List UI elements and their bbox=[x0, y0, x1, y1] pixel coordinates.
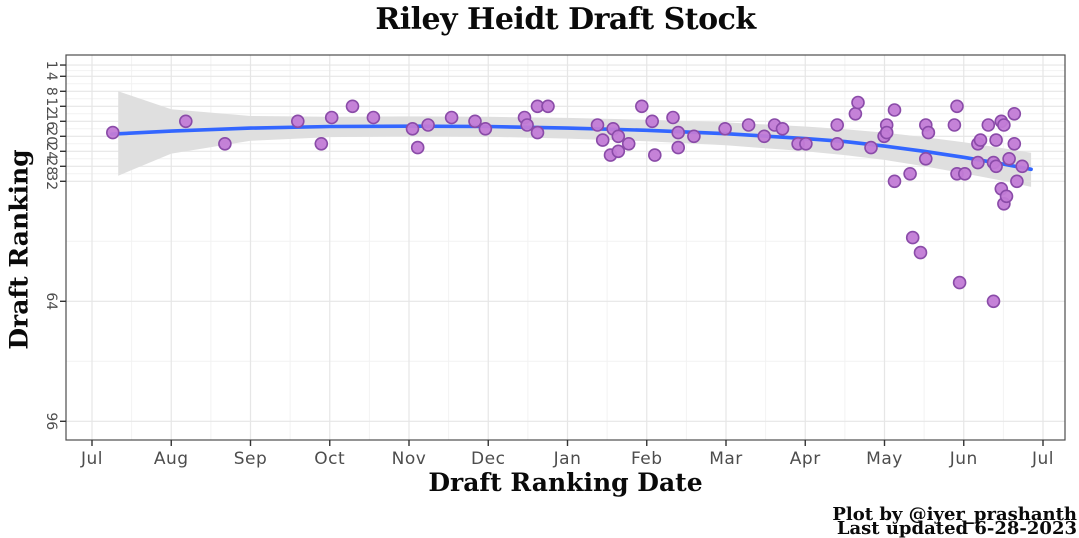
y-tick-label: 64 bbox=[43, 292, 59, 310]
y-tick-label: 16 bbox=[43, 112, 59, 130]
data-point bbox=[1010, 174, 1024, 189]
caption-line-1: Plot by @iyer_prashanth bbox=[832, 504, 1077, 525]
data-point bbox=[997, 118, 1011, 132]
data-point bbox=[957, 167, 972, 181]
x-tick-label: Mar bbox=[709, 449, 743, 469]
data-point bbox=[595, 133, 610, 147]
data-point bbox=[950, 99, 964, 114]
data-point bbox=[973, 133, 988, 147]
data-point bbox=[478, 122, 493, 136]
x-tick-label: Jul bbox=[80, 449, 103, 469]
data-point bbox=[952, 275, 967, 290]
x-tick-label: Jun bbox=[949, 449, 978, 469]
y-tick-label: 32 bbox=[43, 172, 59, 190]
data-point bbox=[345, 99, 360, 114]
x-tick-label: Jan bbox=[553, 449, 582, 469]
caption-line-2: Last updated 6-28-2023 bbox=[836, 518, 1077, 538]
data-point bbox=[444, 110, 459, 125]
data-point bbox=[757, 129, 772, 144]
data-point bbox=[981, 118, 996, 132]
panel-background bbox=[66, 55, 1065, 440]
data-point bbox=[989, 159, 1003, 174]
data-point bbox=[324, 110, 339, 125]
chart-title: Riley Heidt Draft Stock bbox=[375, 2, 756, 37]
data-point bbox=[468, 114, 482, 129]
data-point bbox=[671, 140, 686, 155]
y-tick-label: 24 bbox=[43, 142, 59, 160]
data-point bbox=[989, 133, 1003, 147]
data-point bbox=[179, 114, 193, 129]
data-point bbox=[290, 114, 305, 129]
x-tick-label: Apr bbox=[790, 449, 821, 469]
y-tick-label: 28 bbox=[43, 157, 59, 175]
data-point bbox=[666, 110, 680, 125]
y-tick-label: 12 bbox=[43, 97, 59, 115]
x-tick-label: Dec bbox=[471, 449, 505, 469]
x-tick-label: Feb bbox=[631, 449, 663, 469]
data-point bbox=[611, 144, 626, 159]
x-axis-title: Draft Ranking Date bbox=[428, 468, 703, 497]
data-point bbox=[520, 118, 534, 132]
data-point bbox=[718, 122, 732, 136]
data-point bbox=[830, 118, 845, 132]
data-point bbox=[671, 125, 686, 140]
data-point bbox=[410, 140, 425, 155]
x-tick-label: Oct bbox=[314, 449, 345, 469]
data-point bbox=[645, 114, 660, 129]
data-point bbox=[799, 137, 813, 151]
data-point bbox=[611, 129, 626, 144]
data-point bbox=[848, 107, 863, 121]
data-point bbox=[218, 137, 232, 151]
data-point bbox=[530, 125, 545, 140]
data-point bbox=[918, 152, 933, 166]
data-point bbox=[921, 125, 936, 140]
data-point bbox=[851, 95, 865, 110]
data-point bbox=[1002, 152, 1016, 166]
data-point bbox=[1007, 137, 1022, 151]
data-point bbox=[541, 99, 555, 114]
data-point bbox=[864, 140, 878, 155]
data-point bbox=[421, 118, 435, 132]
data-point bbox=[741, 118, 756, 132]
caption: Plot by @iyer_prashanth Last updated 6-2… bbox=[832, 504, 1077, 538]
y-tick-label: 96 bbox=[43, 412, 59, 430]
data-point bbox=[687, 129, 701, 144]
data-point bbox=[647, 148, 662, 162]
x-tick-label: May bbox=[866, 449, 903, 469]
data-point bbox=[1007, 107, 1022, 121]
y-tick-label: 1 bbox=[43, 61, 59, 70]
y-tick-label: 20 bbox=[43, 127, 59, 145]
x-tick-label: Aug bbox=[154, 449, 189, 469]
data-point bbox=[830, 137, 845, 151]
data-point bbox=[999, 189, 1014, 204]
data-point bbox=[314, 137, 329, 151]
data-point bbox=[887, 174, 902, 189]
data-point bbox=[1015, 159, 1030, 174]
data-point bbox=[887, 103, 902, 117]
data-point bbox=[971, 155, 985, 170]
data-point bbox=[590, 118, 605, 132]
data-point bbox=[986, 294, 1001, 309]
y-tick-label: 4 bbox=[43, 72, 59, 81]
x-tick-label: Jul bbox=[1031, 449, 1054, 469]
x-tick-label: Sep bbox=[234, 449, 268, 469]
data-point bbox=[366, 110, 381, 125]
data-point bbox=[905, 230, 920, 245]
data-point bbox=[879, 125, 894, 140]
x-tick-label: Nov bbox=[392, 449, 427, 469]
y-tick-label: 8 bbox=[43, 87, 59, 96]
data-point bbox=[903, 167, 917, 181]
panel-border bbox=[65, 54, 1066, 441]
data-point bbox=[775, 122, 790, 136]
data-point bbox=[405, 122, 420, 136]
data-point bbox=[106, 125, 120, 140]
confidence-ribbon bbox=[118, 91, 1032, 187]
data-point bbox=[634, 99, 649, 114]
data-point bbox=[621, 137, 636, 151]
data-point bbox=[913, 245, 928, 260]
smooth-trend-line bbox=[110, 124, 1033, 172]
data-point bbox=[947, 118, 962, 132]
